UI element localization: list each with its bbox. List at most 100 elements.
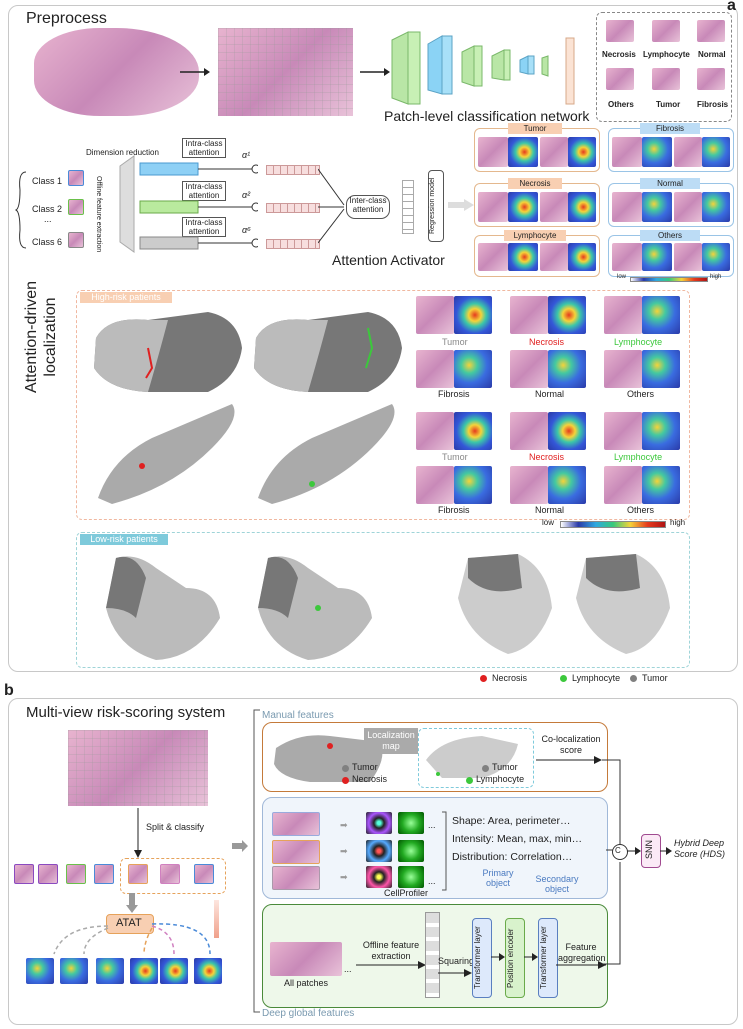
inter-class-vector — [402, 180, 414, 234]
patches-ellipsis: ... — [344, 964, 352, 974]
seq-bar-6 — [266, 239, 320, 249]
heat-tumor-map2 — [568, 137, 596, 167]
arrow-1-icon — [180, 68, 210, 76]
heat-lymph-map2 — [568, 243, 596, 271]
grid-lymph-he-2 — [604, 412, 642, 450]
offline-label: Offline feature extraction — [95, 176, 102, 253]
atat-heat-5 — [160, 958, 188, 984]
low-risk-wsi-2 — [258, 556, 372, 660]
legend-necrosis: Necrosis — [492, 673, 528, 683]
low-risk-wsi-3 — [458, 554, 552, 654]
class-input-ellipsis: ... — [44, 214, 52, 224]
lymph-wsi-box — [418, 728, 534, 788]
to-features-arrow-icon — [232, 840, 248, 852]
features-brace — [253, 709, 260, 1013]
heat-normal-map1 — [642, 192, 672, 222]
cp-secondary: Secondary object — [535, 874, 579, 894]
high-risk-wsi-3 — [98, 404, 235, 504]
class-1-stack — [68, 170, 84, 186]
all-patches-stack — [270, 942, 342, 976]
heat-tumor-he1 — [478, 137, 508, 167]
heat-necrosis-map2 — [568, 192, 596, 222]
low-risk-wsi-1 — [106, 556, 220, 660]
deep-features-label: Deep global features — [262, 1008, 355, 1019]
heat-others-he1 — [612, 243, 642, 271]
class-label-normal: Normal — [698, 50, 726, 59]
intra-class-6: Intra-class attention — [182, 217, 226, 237]
grid-tumor-map-2 — [454, 412, 492, 450]
network-diagram — [391, 31, 575, 105]
atat-pink-bar — [214, 900, 219, 938]
atat-arrows — [53, 923, 211, 955]
panel-b — [8, 698, 738, 1025]
grid-necrosis-he-1 — [510, 296, 548, 334]
grid-necrosis-map-1 — [548, 296, 586, 334]
wsi-grid-b — [68, 730, 208, 806]
class-tile-necrosis — [606, 20, 634, 42]
atat-label: ATAT — [116, 917, 142, 929]
necrosis-label: Necrosis — [352, 774, 388, 784]
colocal-wsi-1 — [274, 735, 383, 782]
tumor-dot-1 — [342, 765, 349, 772]
attention-activator-title: Attention Activator — [332, 252, 445, 268]
preprocess-title: Preprocess — [26, 10, 107, 27]
cp-distribution: Distribution: Correlation… — [452, 851, 573, 863]
panel-b-title: Multi-view risk-scoring system — [26, 704, 226, 721]
high-risk-wsi-1 — [94, 312, 242, 392]
high-risk-label: High-risk patients — [80, 292, 172, 303]
heat-fibrosis-he2 — [674, 137, 702, 167]
heat-necrosis-map1 — [508, 192, 538, 222]
atat-heat-6 — [194, 958, 222, 984]
heat-necrosis-he1 — [478, 192, 508, 222]
arrow-2-icon — [360, 68, 390, 76]
tf-arrow-1-icon — [491, 953, 505, 961]
cp-arrow-2: ➡ — [340, 846, 348, 856]
grid-normal-he-1 — [510, 350, 548, 388]
cp-ellipsis-2: ... — [428, 876, 436, 886]
class-label-necrosis: Necrosis — [602, 50, 636, 59]
cp-stack-1 — [272, 812, 320, 836]
heat-group-tumor-label: Tumor — [508, 123, 562, 134]
grid-lymph-map-2 — [642, 412, 680, 450]
patch-row-1 — [14, 864, 34, 884]
class-label-others: Others — [608, 100, 634, 109]
class-brace — [14, 171, 27, 249]
legend-lymphocyte-dot — [560, 675, 567, 682]
alpha-6: α⁶ — [242, 225, 251, 235]
patch-row-3 — [66, 864, 86, 884]
grid-tumor-map-1 — [454, 296, 492, 334]
class-6-stack — [68, 232, 84, 248]
patch-row-box — [120, 858, 226, 894]
grid-label-normal-1: Normal — [535, 389, 565, 399]
transformer-layer-2: Transformer layer — [538, 918, 558, 998]
heat-others-map1 — [642, 243, 672, 271]
grid-lymph-he-1 — [604, 296, 642, 334]
lymphocyte-label: Lymphocyte — [476, 774, 525, 784]
scale-low-2: low — [542, 518, 555, 527]
grid-label-tumor-2: Tumor — [442, 452, 468, 462]
grid-necrosis-map-2 — [548, 412, 586, 450]
grid-others-he-2 — [604, 466, 642, 504]
squaring-arrow-icon — [438, 969, 472, 977]
scale-low-1: low — [617, 274, 627, 280]
cp-shape: Shape: Area, perimeter… — [452, 815, 571, 827]
position-encoder: Position encoder — [505, 918, 525, 998]
heat-group-fibrosis-label: Fibrosis — [640, 123, 700, 134]
localization-map-label: Localization map — [367, 730, 415, 751]
scale-high-1: high — [710, 274, 722, 280]
grid-normal-he-2 — [510, 466, 548, 504]
panel-a-label: a — [727, 0, 736, 14]
cellprofiler-label: CellProfiler — [384, 888, 429, 898]
cp-intensity: Intensity: Mean, max, min… — [452, 833, 583, 845]
heat-tumor-map1 — [508, 137, 538, 167]
concat-circle — [612, 844, 628, 860]
low-risk-wsi-4 — [576, 554, 670, 654]
heat-group-necrosis-label: Necrosis — [508, 178, 562, 189]
tumor-label-1: Tumor — [352, 762, 378, 772]
high-risk-wsi-4 — [258, 404, 395, 504]
heat-normal-map2 — [702, 192, 730, 222]
panel-b-label: b — [4, 682, 14, 699]
regression-model: Regression model — [428, 170, 444, 242]
merge-arrows — [318, 168, 345, 244]
cp-seg-3a — [366, 866, 392, 888]
